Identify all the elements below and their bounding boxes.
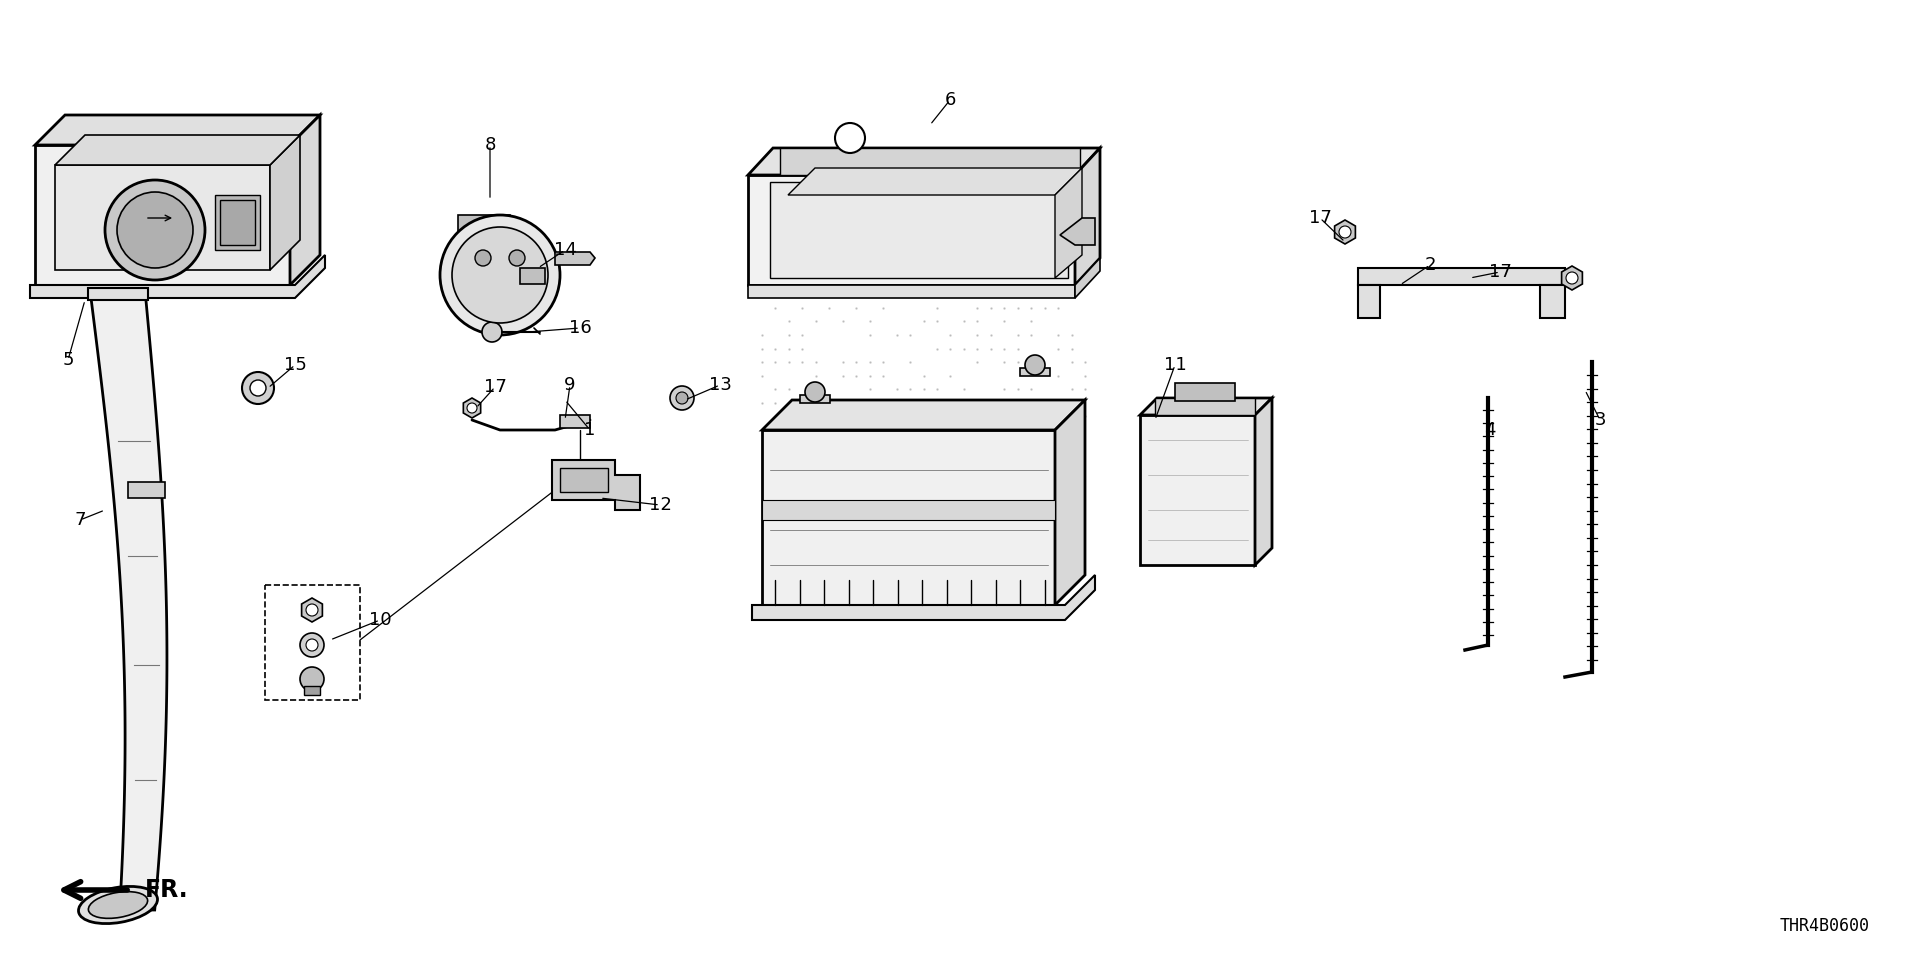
Bar [265,585,361,700]
Polygon shape [1540,285,1565,318]
Polygon shape [271,135,300,270]
Text: 11: 11 [1164,356,1187,374]
Polygon shape [801,395,829,403]
Polygon shape [303,686,321,695]
Text: 6: 6 [945,91,956,109]
Circle shape [300,633,324,657]
Ellipse shape [79,886,157,924]
Polygon shape [520,268,545,284]
Circle shape [451,227,547,323]
Circle shape [670,386,693,410]
Polygon shape [749,148,1100,175]
Polygon shape [31,255,324,298]
Circle shape [1567,272,1578,284]
Text: 13: 13 [708,376,732,394]
Polygon shape [1334,220,1356,244]
Text: 2: 2 [1425,256,1436,274]
Text: 15: 15 [284,356,307,374]
Text: FR.: FR. [146,878,188,902]
Text: 9: 9 [564,376,576,394]
Polygon shape [1256,398,1271,565]
Circle shape [676,392,687,404]
Text: 4: 4 [1484,421,1496,439]
Polygon shape [749,175,1075,285]
Polygon shape [1075,258,1100,298]
Polygon shape [290,115,321,285]
Text: 14: 14 [553,241,576,259]
Circle shape [250,380,267,396]
Polygon shape [1054,168,1083,278]
Circle shape [474,250,492,266]
Polygon shape [553,460,639,510]
Circle shape [305,604,319,616]
Polygon shape [1140,398,1271,415]
Text: 17: 17 [484,378,507,396]
Polygon shape [90,290,167,910]
Text: 16: 16 [568,319,591,337]
Polygon shape [1020,368,1050,376]
Circle shape [117,192,194,268]
Text: THR4B0600: THR4B0600 [1780,917,1870,935]
Text: 12: 12 [649,496,672,514]
Circle shape [509,250,524,266]
Circle shape [1025,355,1044,375]
Circle shape [106,180,205,280]
Polygon shape [753,575,1094,620]
Polygon shape [1075,148,1100,285]
Polygon shape [1357,285,1380,318]
Text: 17: 17 [1309,209,1331,227]
Bar [1175,383,1235,401]
Circle shape [1338,226,1352,238]
Polygon shape [88,288,148,300]
Text: 8: 8 [484,136,495,154]
Text: 10: 10 [369,611,392,629]
Polygon shape [463,398,480,418]
Circle shape [467,403,476,413]
Circle shape [440,215,561,335]
Polygon shape [459,215,511,235]
Polygon shape [762,500,1054,520]
Polygon shape [555,252,595,265]
Polygon shape [762,430,1054,605]
Text: 7: 7 [75,511,86,529]
Polygon shape [1140,415,1256,565]
Polygon shape [56,135,300,165]
Circle shape [804,382,826,402]
Text: 1: 1 [584,421,595,439]
Circle shape [305,639,319,651]
Circle shape [242,372,275,404]
Polygon shape [301,598,323,622]
Polygon shape [221,200,255,245]
Polygon shape [56,165,271,270]
Polygon shape [1060,218,1094,245]
Polygon shape [787,168,1083,195]
Text: 17: 17 [1488,263,1511,281]
Circle shape [300,667,324,691]
Circle shape [835,123,866,153]
Polygon shape [561,415,589,428]
Polygon shape [35,145,290,285]
Circle shape [482,322,501,342]
Polygon shape [749,285,1075,298]
Polygon shape [1054,400,1085,605]
Text: 3: 3 [1594,411,1605,429]
Polygon shape [129,482,165,498]
Polygon shape [1357,268,1565,285]
Ellipse shape [88,892,148,919]
Polygon shape [215,195,259,250]
Polygon shape [1561,266,1582,290]
Polygon shape [762,400,1085,430]
Text: 5: 5 [61,351,73,369]
Polygon shape [770,182,1068,278]
Polygon shape [780,148,1079,175]
Polygon shape [561,468,609,492]
Polygon shape [35,115,321,145]
Polygon shape [1156,398,1256,415]
